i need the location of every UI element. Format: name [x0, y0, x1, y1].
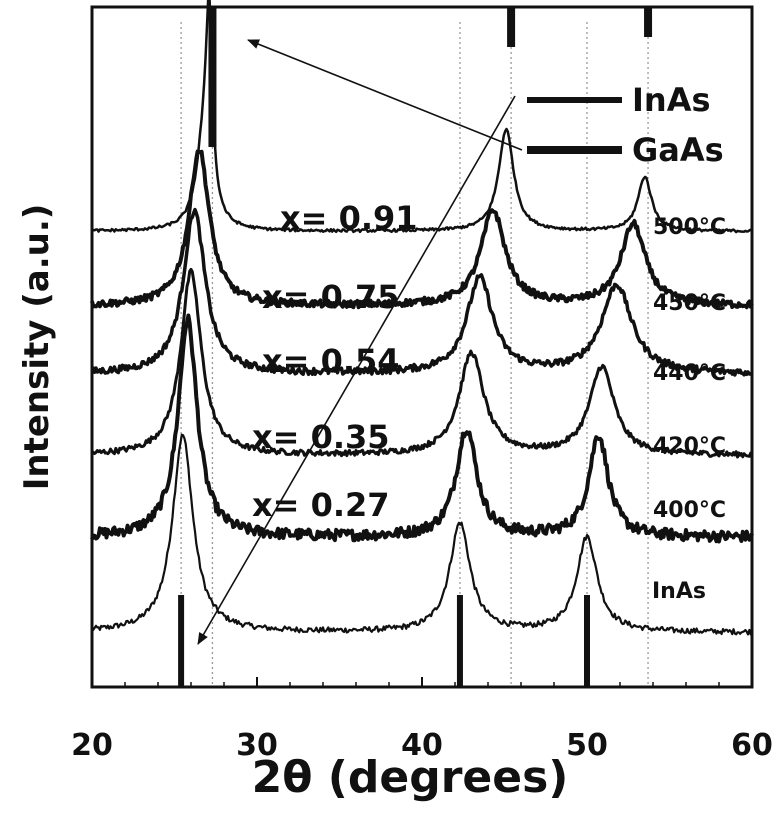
reference-lines: [178, 7, 653, 687]
x-axis: 20 30 40 50 60: [71, 677, 773, 763]
curve-labels: InAs x= 0.27 400°C x= 0.35 420°C x= 0.54 440°C…: [252, 199, 726, 604]
legend-label: InAs: [632, 81, 711, 119]
temperature-label: 400°C: [653, 498, 726, 523]
xrd-curve: [90, 149, 754, 310]
y-axis-title: Intensity (a.u.): [17, 204, 57, 491]
x-tick-label: 40: [401, 728, 443, 763]
composition-label: x= 0.35: [252, 418, 390, 456]
temperature-label: InAs: [652, 579, 706, 604]
curves: [90, 0, 754, 636]
x-axis-title: 2θ (degrees): [252, 752, 569, 803]
temperature-label: 420°C: [653, 434, 726, 459]
xrd-curve: [90, 313, 754, 544]
temperature-label: 450°C: [653, 291, 726, 316]
xrd-curve: [91, 433, 754, 636]
xrd-curve: [90, 207, 754, 377]
x-tick-label: 30: [236, 728, 278, 763]
x-tick-label: 20: [71, 728, 113, 763]
xrd-curve: [91, 267, 754, 459]
x-tick-label: 50: [566, 728, 608, 763]
composition-label: x= 0.91: [280, 199, 418, 237]
arrows: [197, 39, 523, 645]
xrd-curve: [91, 0, 753, 234]
arrow-up-left: [247, 39, 523, 151]
temperature-label: 440°C: [653, 361, 726, 386]
composition-label: x= 0.54: [262, 342, 400, 380]
x-tick-label: 60: [731, 728, 773, 763]
composition-label: x= 0.75: [262, 278, 400, 316]
arrow-down-left: [197, 95, 516, 645]
composition-label: x= 0.27: [252, 486, 390, 524]
temperature-label: 500°C: [653, 215, 726, 240]
legend: InAs GaAs: [527, 81, 724, 169]
legend-label: GaAs: [632, 131, 724, 169]
